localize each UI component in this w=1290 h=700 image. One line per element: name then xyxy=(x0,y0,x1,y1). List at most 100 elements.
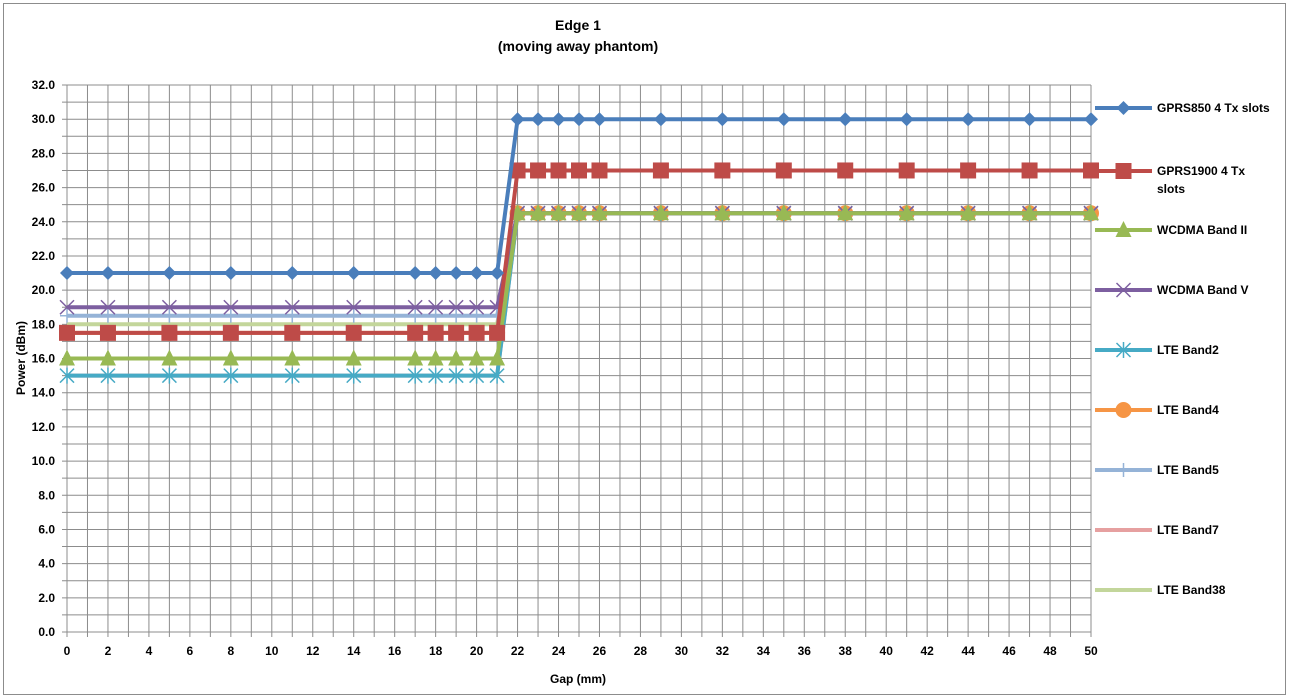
y-tick-label: 4.0 xyxy=(38,557,55,571)
data-point xyxy=(468,349,485,366)
legend-label: LTE Band5 xyxy=(1157,463,1219,477)
series-2 xyxy=(59,162,1099,341)
legend-entry: GPRS1900 4 Tx slots xyxy=(1095,163,1245,196)
data-point xyxy=(899,112,914,127)
x-tick-label: 48 xyxy=(1043,644,1057,658)
x-tick-label: 46 xyxy=(1002,644,1016,658)
data-point xyxy=(571,162,587,179)
data-point xyxy=(531,112,546,127)
x-tick-label: 42 xyxy=(920,644,934,658)
legend-marker xyxy=(1115,282,1132,298)
x-tick-label: 44 xyxy=(961,644,975,658)
x-tick-label: 22 xyxy=(511,644,525,658)
x-axis-label: Gap (mm) xyxy=(550,672,606,686)
x-tick-label: 38 xyxy=(839,644,853,658)
x-tick-label: 36 xyxy=(798,644,812,658)
data-point xyxy=(407,367,423,384)
data-point xyxy=(960,162,977,179)
legend-label: LTE Band7 xyxy=(1157,523,1219,537)
series-1 xyxy=(60,112,1098,281)
data-point xyxy=(530,162,547,179)
data-point xyxy=(469,367,485,384)
y-tick-label: 26.0 xyxy=(32,181,56,195)
data-point xyxy=(162,266,177,281)
data-point xyxy=(898,204,915,221)
data-point xyxy=(715,112,730,127)
data-point xyxy=(509,162,526,179)
legend-marker xyxy=(1115,342,1132,358)
data-point xyxy=(898,162,915,179)
data-point xyxy=(550,204,567,221)
data-point xyxy=(223,299,239,315)
data-point xyxy=(100,299,116,315)
data-point xyxy=(652,204,669,221)
data-point xyxy=(222,324,239,341)
x-tick-label: 14 xyxy=(347,644,361,658)
y-tick-label: 8.0 xyxy=(38,488,55,502)
data-point xyxy=(838,112,853,127)
data-point xyxy=(469,308,484,323)
data-point xyxy=(428,367,444,384)
data-point xyxy=(161,299,177,315)
data-point xyxy=(99,349,116,366)
data-point xyxy=(510,112,525,127)
data-point xyxy=(284,349,301,366)
data-point xyxy=(407,299,423,315)
data-point xyxy=(285,266,300,281)
x-tick-label: 6 xyxy=(187,644,194,658)
y-tick-label: 30.0 xyxy=(32,112,56,126)
y-tick-label: 24.0 xyxy=(32,215,56,229)
data-point xyxy=(223,308,238,323)
data-point xyxy=(960,204,977,221)
y-tick-label: 20.0 xyxy=(32,283,56,297)
data-point xyxy=(408,266,423,281)
series-line xyxy=(67,211,1091,361)
data-point xyxy=(161,324,178,341)
legend-label: WCDMA Band II xyxy=(1157,223,1247,237)
series-3 xyxy=(59,204,1099,366)
data-point xyxy=(652,162,669,179)
x-tick-label: 28 xyxy=(634,644,648,658)
y-tick-label: 2.0 xyxy=(38,591,55,605)
data-point xyxy=(284,324,301,341)
x-tick-label: 50 xyxy=(1084,644,1098,658)
data-point xyxy=(591,204,608,221)
data-point xyxy=(837,162,854,179)
y-tick-label: 10.0 xyxy=(32,454,56,468)
legend-label: LTE Band2 xyxy=(1157,343,1219,357)
legend-entry: LTE Band2 xyxy=(1095,342,1219,358)
legend-entry: LTE Band5 xyxy=(1095,463,1219,477)
y-tick-label: 12.0 xyxy=(32,420,56,434)
data-point xyxy=(1083,162,1099,179)
data-point xyxy=(161,349,178,366)
data-point xyxy=(714,204,731,221)
y-tick-label: 22.0 xyxy=(32,249,56,263)
data-point xyxy=(469,299,485,315)
y-tick-label: 16.0 xyxy=(32,352,56,366)
data-point xyxy=(223,367,239,384)
y-axis-label: Power (dBm) xyxy=(14,321,28,395)
series-line xyxy=(67,168,1091,335)
data-point xyxy=(448,299,464,315)
legend-marker xyxy=(1116,463,1131,477)
legend-entry: WCDMA Band V xyxy=(1095,282,1249,298)
data-point xyxy=(449,308,464,323)
data-point xyxy=(284,367,300,384)
data-point xyxy=(591,162,608,179)
x-tick-label: 0 xyxy=(64,644,71,658)
data-point xyxy=(161,367,177,384)
data-point xyxy=(448,349,465,366)
legend-entry: GPRS850 4 Tx slots xyxy=(1095,101,1270,115)
data-point xyxy=(448,367,464,384)
data-point xyxy=(427,324,444,341)
data-point xyxy=(550,162,567,179)
x-tick-label: 30 xyxy=(675,644,689,658)
data-point xyxy=(345,349,362,366)
data-point xyxy=(449,266,464,281)
data-point xyxy=(572,112,586,127)
data-point xyxy=(1084,112,1098,127)
data-point xyxy=(346,308,361,323)
data-point xyxy=(489,324,506,341)
x-tick-label: 26 xyxy=(593,644,607,658)
